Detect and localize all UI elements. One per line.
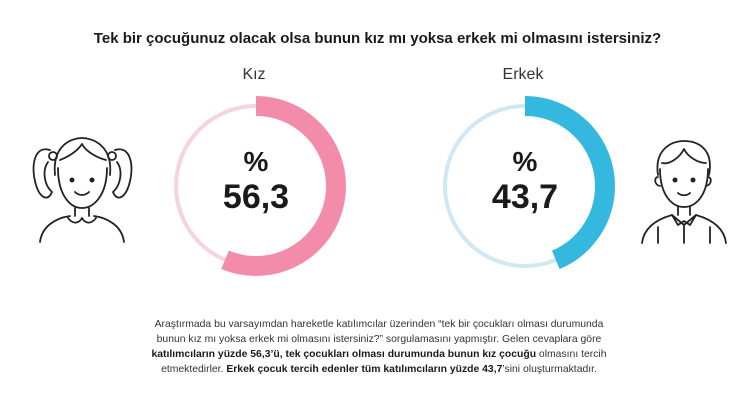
paragraph-text-3: ’sini oluşturmaktadır. xyxy=(502,364,597,375)
chart-title: Tek bir çocuğunuz olacak olsa bunun kız … xyxy=(93,30,662,47)
paragraph-text-1: Araştırmada bu varsayımdan hareketle kat… xyxy=(154,319,604,345)
paragraph-text-2: olmasını tercih etmektedirler. xyxy=(161,349,607,375)
description-paragraph: Araştırmada bu varsayımdan hareketle kat… xyxy=(140,317,618,377)
value-girl: 56,3 xyxy=(222,178,290,216)
girl-figure-icon xyxy=(32,137,133,243)
girl-gauge-arc xyxy=(166,96,346,276)
label-girl: Kız xyxy=(242,66,266,83)
boy-figure-icon xyxy=(641,140,727,244)
percent-symbol-girl: % xyxy=(243,146,269,177)
girl-gauge: % 56,3 xyxy=(166,96,346,276)
label-boy: Erkek xyxy=(502,66,544,83)
paragraph-bold-2: Erkek çocuk tercih edenler tüm katılımcı… xyxy=(226,364,503,375)
percent-symbol-boy: % xyxy=(512,146,538,177)
boy-gauge: % 43,7 xyxy=(435,96,615,276)
boy-gauge-arc xyxy=(435,96,615,276)
value-boy: 43,7 xyxy=(491,178,559,216)
paragraph-bold-1: katılımcıların yüzde 56,3’ü, tek çocukla… xyxy=(151,349,537,360)
